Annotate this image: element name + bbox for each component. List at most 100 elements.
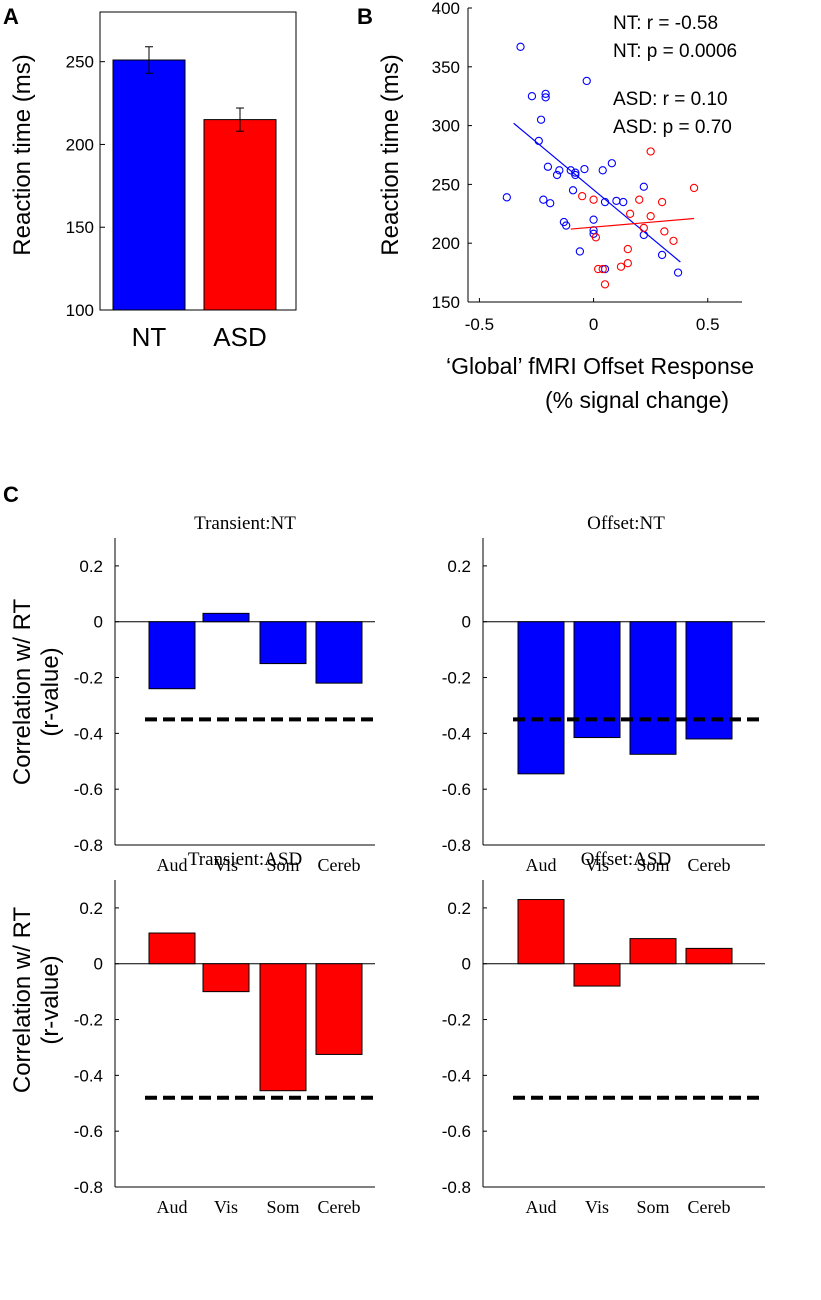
panel-c-category-label: Aud [157,855,188,875]
panel-c-category-label: Vis [214,1197,238,1217]
panel-b-point-asd [689,183,699,193]
panel-b-point-asd [623,244,632,254]
panel-c-bar-cereb [685,947,733,965]
panel-c-ytick-label: -0.6 [74,780,103,799]
panel-c-category-label: Aud [526,855,557,875]
panel-b-point-asd [600,280,610,289]
panel-c-category-label: Som [266,855,299,875]
panel-c-ytick-label: 0 [462,955,471,974]
panel-b-point-nt [657,250,667,260]
panel-c-category-label: Vis [214,855,238,875]
panel-c-bar-som [259,621,307,665]
panel-b-point-nt [539,195,548,204]
panel-b-point-nt [543,162,553,171]
panel-b-point-nt [541,93,550,102]
panel-c-bar-vis [202,963,250,993]
panel-b-point-nt [527,92,537,101]
panel-c-bar-vis [202,612,250,623]
panel-c-ylabel-top-line1: Correlation w/ RT [9,599,36,786]
panel-b-point-nt [536,115,546,124]
panel-b-point-asd [591,233,601,242]
panel-c-title-transient-asd: Transient:ASD [188,849,302,870]
panel-b-point-asd [657,197,667,207]
panel-c-bar-cereb [685,621,733,740]
panel-c-ytick-label: -0.8 [442,1178,471,1197]
panel-c-ytick-label: -0.8 [442,836,471,855]
panel-c-ytick-label: -0.6 [74,1122,103,1141]
panel-c-ytick-label: -0.4 [74,724,103,743]
panel-b-xlabel-line2: (% signal change) [545,387,729,413]
panel-c-bar-vis [573,963,621,987]
panel-c-category-label: Som [636,855,669,875]
panel-c-ytick-label: -0.8 [74,836,103,855]
panel-b-point-nt [582,76,591,86]
panel-b-point-nt [534,136,543,146]
panel-b-point-asd [669,236,678,245]
panel-b-ytick-label: 150 [432,293,460,312]
panel-b-point-asd [598,264,607,274]
panel-b-ytick-label: 350 [432,58,460,77]
panel-c-bar-aud [148,621,196,690]
panel-a-ytick-label: 150 [66,218,94,237]
panel-b-scatter-plot: Reaction time (ms) NT: r = -0.58 NT: p =… [377,0,754,413]
panel-c-ytick-label: -0.2 [74,1011,103,1030]
panel-b-point-nt [568,186,578,195]
panel-b-point-asd [646,212,655,221]
panel-c-bar-cereb [315,963,363,1055]
panel-b-ylabel: Reaction time (ms) [377,54,404,255]
panel-b-ytick-label: 300 [432,117,460,136]
panel-b-fit-line-asd [570,217,695,230]
panel-c-category-label: Cereb [318,1197,361,1217]
panel-c-category-label: Vis [585,1197,609,1217]
panel-b-point-nt [673,268,683,277]
panel-b-point-asd [639,223,648,233]
panel-c-title-offset-nt: Offset:NT [587,513,665,534]
panel-a-bar-asd [203,119,277,311]
panel-b-point-asd [625,209,635,218]
panel-b-point-asd [594,264,603,274]
panel-b-point-asd [635,195,644,204]
panel-b-xtick-label: 0.5 [696,315,720,334]
panel-c-bar-cereb [315,621,363,684]
panel-c-category-label: Som [266,1197,299,1217]
panel-c-ytick-label: 0 [94,955,103,974]
panel-b-point-nt [562,221,571,230]
panel-b-point-nt [598,166,607,175]
panel-b-point-nt [619,197,628,207]
panel-b-point-nt [575,247,585,256]
panel-a-category-label: ASD [213,322,266,352]
panel-a-ylabel: Reaction time (ms) [9,54,36,255]
panel-c-category-label: Cereb [688,855,731,875]
panel-b-point-nt [571,170,580,180]
panel-b-point-nt [516,42,525,51]
panel-c-ytick-label: 0.2 [447,899,471,918]
panel-b-fit-line-nt [513,122,681,263]
panel-c-ytick-label: 0 [462,613,471,632]
panel-c-ytick-label: -0.2 [74,669,103,688]
panel-c-ytick-label: -0.4 [442,1066,471,1085]
panel-c-ytick-label: 0.2 [447,557,471,576]
panel-c-bar-charts: Correlation w/ RT (r-value) Correlation … [9,513,765,1217]
panel-b-point-nt [607,159,616,168]
panel-c-bar-som [629,938,677,965]
panel-c-title-transient-nt: Transient:NT [194,513,296,534]
panel-b-point-nt [541,89,550,98]
panel-c-category-label: Cereb [318,855,361,875]
panel-b-point-nt [555,166,564,175]
panel-c-ytick-label: -0.6 [442,1122,471,1141]
panel-c-ylabel-top-line2: (r-value) [37,647,64,736]
panel-b-point-nt [571,168,580,177]
panel-c-letter: C [3,482,19,507]
asd-p-stat: ASD: p = 0.70 [613,117,732,138]
nt-r-stat: NT: r = -0.58 [613,13,718,34]
panel-c-ylabel-bottom-line2: (r-value) [37,955,64,1044]
panel-c-ytick-label: 0.2 [79,899,103,918]
panel-c-bar-aud [517,899,565,965]
panel-c-bar-som [259,963,307,1092]
panel-a-bar-chart: Reaction time (ms) 100 150 200 250 NT ASD [9,11,297,352]
panel-b-ytick-label: 250 [432,175,460,194]
panel-b-point-asd [646,147,655,156]
panel-c-bar-aud [148,932,196,965]
panel-b-xlabel-line1: ‘Global’ fMRI Offset Response [446,353,754,379]
